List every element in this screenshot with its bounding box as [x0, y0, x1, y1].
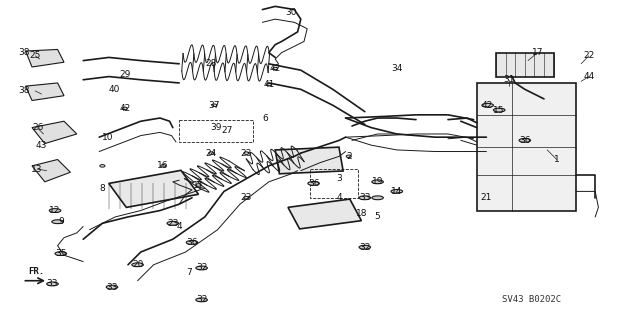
Ellipse shape: [493, 108, 505, 112]
Text: 44: 44: [583, 72, 595, 81]
Text: 15: 15: [493, 106, 505, 115]
Text: 13: 13: [31, 165, 43, 174]
Text: 9: 9: [58, 217, 63, 226]
Ellipse shape: [47, 282, 58, 286]
Ellipse shape: [196, 184, 201, 186]
Text: 38: 38: [19, 86, 30, 95]
Bar: [109, 170, 198, 207]
Ellipse shape: [372, 180, 383, 184]
Polygon shape: [26, 83, 64, 100]
Text: 41: 41: [263, 80, 275, 89]
Polygon shape: [26, 49, 64, 67]
Text: 42: 42: [119, 104, 131, 113]
Ellipse shape: [308, 182, 319, 185]
Ellipse shape: [122, 107, 127, 110]
Bar: [477, 83, 576, 211]
Text: 24: 24: [205, 149, 217, 158]
Ellipse shape: [346, 155, 351, 158]
Ellipse shape: [100, 165, 105, 167]
Text: 34: 34: [391, 64, 403, 73]
Text: 6: 6: [263, 114, 268, 122]
Text: 40: 40: [108, 85, 120, 94]
Text: 5: 5: [375, 212, 380, 221]
Text: 25: 25: [29, 51, 41, 60]
Bar: [275, 147, 343, 174]
Text: 29: 29: [119, 70, 131, 79]
Ellipse shape: [273, 67, 278, 70]
Text: 1: 1: [554, 155, 559, 164]
Text: 16: 16: [157, 161, 169, 170]
Ellipse shape: [244, 152, 249, 154]
Text: 3: 3: [337, 174, 342, 183]
Text: 14: 14: [391, 187, 403, 196]
Text: 38: 38: [19, 48, 30, 57]
Ellipse shape: [359, 245, 371, 249]
Text: 8: 8: [100, 184, 105, 193]
Text: 23: 23: [167, 219, 179, 228]
Text: 43: 43: [36, 141, 47, 150]
Ellipse shape: [359, 196, 371, 200]
Ellipse shape: [55, 252, 67, 256]
Text: 36: 36: [308, 179, 319, 188]
Text: 22: 22: [583, 51, 595, 60]
Text: 21: 21: [481, 193, 492, 202]
Text: 26: 26: [33, 123, 44, 132]
Text: 27: 27: [221, 126, 233, 135]
Text: 4: 4: [337, 193, 342, 202]
Ellipse shape: [49, 209, 61, 212]
Ellipse shape: [52, 220, 63, 224]
Text: 23: 23: [241, 149, 252, 158]
Ellipse shape: [106, 285, 118, 289]
Text: 10: 10: [102, 133, 113, 142]
Bar: [496, 53, 554, 77]
Ellipse shape: [391, 189, 403, 193]
Text: 37: 37: [209, 101, 220, 110]
Text: 4: 4: [177, 222, 182, 231]
Ellipse shape: [372, 196, 383, 200]
Text: 2: 2: [346, 152, 351, 161]
Ellipse shape: [132, 263, 143, 267]
Text: 11: 11: [193, 181, 204, 189]
Ellipse shape: [186, 241, 198, 244]
Text: 33: 33: [47, 279, 58, 288]
Ellipse shape: [482, 103, 493, 107]
Ellipse shape: [167, 221, 179, 225]
Bar: [179, 120, 253, 142]
Text: 12: 12: [49, 206, 61, 215]
Polygon shape: [32, 160, 70, 182]
Ellipse shape: [244, 197, 249, 199]
Text: 28: 28: [205, 59, 217, 68]
Ellipse shape: [212, 104, 217, 107]
Ellipse shape: [519, 138, 531, 142]
Text: 19: 19: [372, 177, 383, 186]
Bar: [310, 169, 358, 198]
Ellipse shape: [196, 266, 207, 270]
Ellipse shape: [161, 165, 166, 167]
Text: 35: 35: [55, 249, 67, 258]
Text: SV43 B0202C: SV43 B0202C: [502, 295, 561, 304]
Text: 32: 32: [196, 295, 207, 304]
Ellipse shape: [266, 83, 271, 86]
Text: 7: 7: [186, 268, 191, 277]
Text: 39: 39: [211, 123, 222, 132]
Text: 36: 36: [519, 136, 531, 145]
Text: 23: 23: [241, 193, 252, 202]
Text: 18: 18: [356, 209, 367, 218]
Text: 32: 32: [196, 263, 207, 272]
Text: FR.: FR.: [28, 267, 45, 276]
Text: 36: 36: [186, 238, 198, 247]
Ellipse shape: [209, 152, 214, 154]
Bar: [288, 199, 362, 229]
Text: 31: 31: [503, 75, 515, 84]
Text: 32: 32: [359, 243, 371, 252]
Text: 42: 42: [482, 101, 493, 110]
Text: 30: 30: [285, 8, 297, 17]
Text: 42: 42: [269, 64, 281, 73]
Text: 33: 33: [359, 193, 371, 202]
Polygon shape: [32, 121, 77, 144]
Text: 20: 20: [132, 260, 143, 269]
Text: 17: 17: [532, 48, 543, 57]
Ellipse shape: [196, 298, 207, 302]
Text: 33: 33: [106, 283, 118, 292]
